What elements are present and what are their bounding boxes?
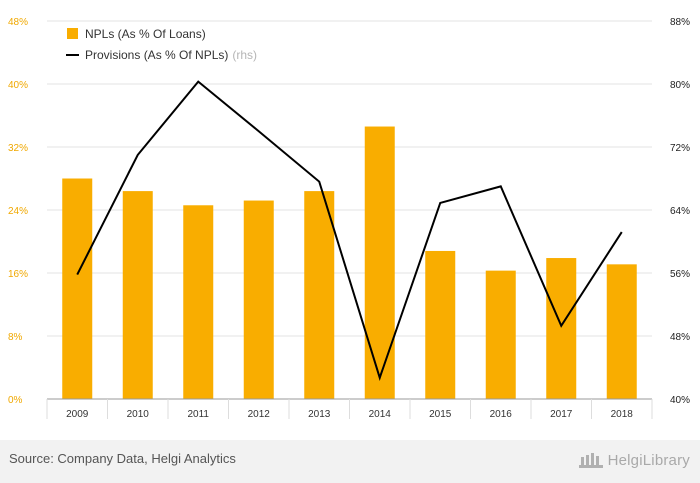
x-tick-label: 2013 (308, 409, 331, 420)
y-right-tick-label: 72% (670, 143, 690, 154)
x-tick-label: 2014 (369, 409, 392, 420)
y-left-tick-label: 8% (8, 332, 23, 343)
y-left-tick-label: 32% (8, 143, 28, 154)
legend-label-npls: NPLs (As % Of Loans) (85, 27, 206, 41)
legend-swatch-npls (67, 28, 78, 39)
y-right-tick-label: 88% (670, 17, 690, 28)
bar-npl-2018 (606, 264, 637, 399)
legend-label-provisions: Provisions (As % Of NPLs) (rhs) (85, 48, 257, 62)
bar-npl-2009 (62, 178, 93, 399)
x-tick-label: 2009 (66, 409, 89, 420)
brand-name: HelgiLibrary (607, 451, 690, 469)
y-left-tick-label: 48% (8, 17, 28, 28)
library-building-icon (578, 453, 603, 468)
x-tick-label: 2018 (611, 409, 634, 420)
combo-chart: 0% 40% 8% 48% 16% 56% 24% 64% 32% 72% 40% 80% 48% 88%… (8, 17, 690, 420)
source-note: Source: Company Data, Helgi Analytics (9, 451, 236, 466)
bar-npl-2010 (122, 191, 153, 399)
x-tick-label: 2016 (490, 409, 513, 420)
bar-npl-2015 (425, 250, 456, 399)
brand-logo[interactable]: HelgiLibrary (578, 449, 690, 471)
y-left-tick-label: 16% (8, 269, 28, 280)
bar-npl-2013 (304, 191, 335, 399)
legend: NPLs (As % Of Loans) Provisions (As % Of… (66, 27, 257, 62)
npl-bars (62, 126, 637, 400)
bar-npl-2017 (546, 258, 577, 399)
x-tick-label: 2017 (550, 409, 573, 420)
y-right-tick-label: 80% (670, 80, 690, 91)
y-left-tick-label: 40% (8, 80, 28, 91)
y-right-tick-label: 56% (670, 269, 690, 280)
x-tick-label: 2015 (429, 409, 452, 420)
provisions-line-group (76, 80, 623, 381)
y-left-tick-label: 24% (8, 206, 28, 217)
y-right-tick-label: 48% (670, 332, 690, 343)
bar-npl-2016 (485, 270, 516, 399)
y-right-tick-label: 40% (670, 395, 690, 406)
x-tick-label: 2010 (127, 409, 150, 420)
bar-npl-2012 (243, 200, 274, 399)
x-tick-label: 2011 (187, 409, 209, 420)
y-left-tick-label: 0% (8, 395, 23, 406)
x-tick-label: 2012 (248, 409, 271, 420)
y-right-tick-label: 64% (670, 206, 690, 217)
bar-npl-2011 (183, 205, 214, 399)
axes: 0% 40% 8% 48% 16% 56% 24% 64% 32% 72% 40% 80% 48% 88%… (8, 17, 690, 420)
provisions-line (76, 80, 623, 381)
bar-npl-2014 (364, 126, 395, 400)
